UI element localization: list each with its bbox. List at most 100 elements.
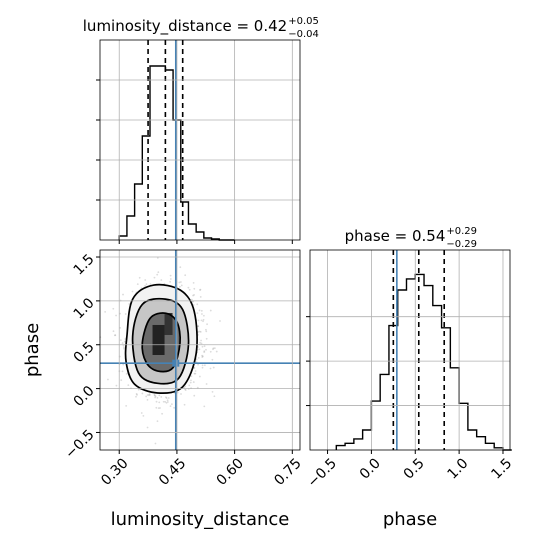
sample-point (154, 395, 157, 398)
luminosity-distance-title-lower-error: −0.04 (288, 29, 319, 40)
sample-point (153, 393, 156, 396)
sample-point (194, 370, 197, 372)
sample-point (153, 394, 156, 397)
luminosity-distance-title-upper-error: +0.05 (288, 16, 319, 27)
sample-point (202, 314, 205, 317)
phase-histogram-step (335, 273, 512, 451)
sample-point (203, 350, 206, 353)
sample-point (205, 337, 208, 340)
sample-point (192, 294, 194, 297)
sample-point (203, 345, 206, 348)
phase-x-tick-label: −0.5 (305, 455, 340, 490)
sample-point (124, 313, 127, 315)
sample-point (136, 283, 139, 286)
sample-point (197, 363, 199, 366)
joint-x-tick-label: 0.60 (214, 455, 247, 488)
sample-point (193, 372, 196, 375)
sample-point (146, 426, 149, 429)
sample-point (153, 276, 156, 279)
sample-point (205, 348, 207, 351)
sample-point (219, 320, 221, 322)
sample-point (203, 405, 206, 408)
sample-point (198, 309, 201, 312)
joint-panel (96, 250, 300, 454)
sample-point (156, 273, 159, 276)
sample-point (122, 293, 124, 296)
sample-point (154, 396, 157, 399)
sample-point (123, 340, 126, 343)
sample-point (201, 345, 204, 348)
sample-point (199, 296, 202, 298)
sample-point (198, 375, 201, 378)
sample-point (180, 284, 183, 287)
sample-point (135, 395, 137, 398)
luminosity-distance-title: luminosity_distance = 0.42 (83, 17, 287, 36)
sample-point (170, 403, 173, 406)
sample-point (190, 298, 193, 301)
phase-x-tick-label: 1.0 (445, 455, 472, 482)
sample-point (112, 330, 115, 333)
sample-point (205, 328, 207, 331)
x-axis-label-luminosity-distance: luminosity_distance (111, 509, 290, 530)
sample-point (192, 303, 195, 306)
sample-point (148, 394, 151, 396)
sample-point (200, 309, 203, 312)
sample-point (197, 325, 200, 328)
sample-point (146, 398, 149, 401)
sample-point (169, 274, 172, 277)
sample-point (212, 347, 215, 350)
sample-point (199, 288, 202, 291)
sample-point (209, 367, 212, 370)
sample-point (159, 407, 161, 409)
sample-point (200, 319, 203, 322)
sample-point (183, 386, 185, 389)
sample-point (189, 381, 192, 384)
joint-y-tick-label: −0.5 (62, 427, 97, 462)
sample-point (193, 367, 196, 369)
grid (100, 250, 300, 450)
sample-point (196, 303, 199, 306)
sample-point (197, 319, 200, 322)
sample-point (114, 334, 117, 337)
phase-title-upper-error: +0.29 (446, 226, 477, 237)
sample-point (199, 330, 202, 333)
phase-title: phase = 0.54 (345, 227, 446, 245)
sample-point (215, 350, 218, 353)
sample-point (135, 392, 138, 395)
phase-panel (306, 250, 512, 454)
sample-point (148, 393, 151, 395)
sample-point (137, 388, 140, 391)
sample-point (184, 385, 187, 388)
sample-point (155, 400, 158, 403)
sample-point (193, 287, 196, 290)
joint-y-tick-label: 0.0 (71, 383, 98, 410)
sample-point (166, 399, 169, 402)
contour-0 (141, 312, 182, 373)
sample-point (183, 403, 186, 406)
sample-point (213, 347, 216, 350)
sample-point (201, 356, 204, 358)
sample-point (184, 389, 187, 391)
sample-point (188, 384, 191, 387)
sample-point (125, 372, 128, 375)
sample-point (184, 274, 187, 277)
sample-point (179, 266, 182, 269)
sample-point (125, 404, 128, 407)
joint-x-tick-label: 0.45 (156, 455, 189, 488)
sample-point (198, 330, 201, 333)
sample-point (165, 396, 167, 399)
grid (310, 250, 510, 450)
sample-point (160, 279, 163, 281)
joint-y-tick-label: 0.5 (71, 339, 98, 366)
sample-point (115, 314, 117, 317)
sample-point (107, 378, 109, 381)
y-axis-label-phase: phase (22, 323, 43, 377)
phase-frame (309, 249, 511, 451)
sample-point (140, 412, 143, 414)
sample-point (187, 286, 190, 289)
sample-point (180, 393, 182, 395)
sample-point (213, 395, 216, 398)
sample-point (167, 397, 170, 399)
sample-point (156, 257, 159, 259)
